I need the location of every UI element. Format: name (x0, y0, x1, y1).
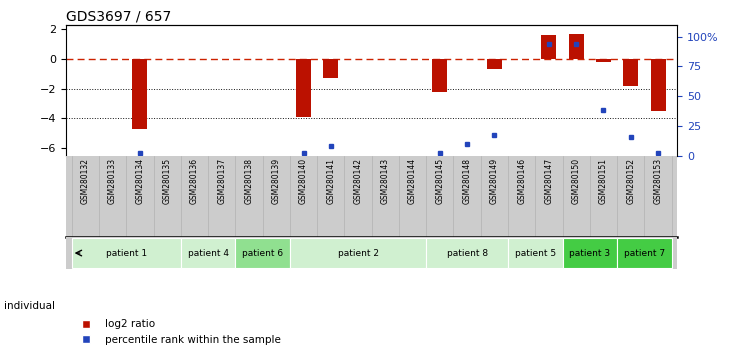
Text: GSM280138: GSM280138 (244, 158, 253, 204)
Bar (487, 59, 502, 69)
Text: GSM280150: GSM280150 (572, 158, 581, 204)
Bar (623, 59, 638, 86)
Text: patient 6: patient 6 (242, 249, 283, 258)
Text: GSM280147: GSM280147 (545, 158, 553, 204)
Text: patient 2: patient 2 (338, 249, 378, 258)
Text: GSM280143: GSM280143 (381, 158, 390, 204)
Legend: log2 ratio, percentile rank within the sample: log2 ratio, percentile rank within the s… (71, 315, 285, 349)
Text: GSM280139: GSM280139 (272, 158, 280, 204)
Bar (542, 35, 556, 59)
Text: patient 5: patient 5 (514, 249, 556, 258)
Text: patient 8: patient 8 (447, 249, 488, 258)
Bar (296, 59, 311, 117)
Text: GSM280134: GSM280134 (135, 158, 144, 204)
Text: GSM280140: GSM280140 (299, 158, 308, 204)
Bar (132, 59, 147, 129)
Text: GSM280136: GSM280136 (190, 158, 199, 204)
Bar (651, 59, 665, 111)
FancyBboxPatch shape (236, 238, 290, 268)
Text: GSM280133: GSM280133 (108, 158, 117, 204)
FancyBboxPatch shape (617, 238, 672, 268)
Text: patient 4: patient 4 (188, 249, 229, 258)
FancyBboxPatch shape (562, 238, 617, 268)
Text: GSM280153: GSM280153 (654, 158, 662, 204)
Text: GSM280144: GSM280144 (408, 158, 417, 204)
Text: GSM280135: GSM280135 (163, 158, 171, 204)
FancyBboxPatch shape (181, 238, 236, 268)
Bar (569, 34, 584, 59)
FancyBboxPatch shape (71, 238, 181, 268)
Text: GSM280137: GSM280137 (217, 158, 226, 204)
Bar (323, 59, 339, 78)
Bar (596, 59, 611, 62)
Text: patient 7: patient 7 (624, 249, 665, 258)
Text: GSM280152: GSM280152 (626, 158, 635, 204)
Text: GSM280132: GSM280132 (81, 158, 90, 204)
Text: patient 1: patient 1 (106, 249, 146, 258)
Text: patient 3: patient 3 (569, 249, 610, 258)
FancyBboxPatch shape (426, 238, 508, 268)
Text: GSM280142: GSM280142 (353, 158, 363, 204)
Text: individual: individual (4, 301, 54, 311)
FancyBboxPatch shape (290, 238, 426, 268)
Text: GSM280141: GSM280141 (326, 158, 336, 204)
Text: GSM280145: GSM280145 (436, 158, 445, 204)
Text: GSM280148: GSM280148 (463, 158, 472, 204)
FancyBboxPatch shape (508, 238, 562, 268)
Text: GSM280146: GSM280146 (517, 158, 526, 204)
Text: GDS3697 / 657: GDS3697 / 657 (66, 10, 171, 24)
Bar (432, 59, 447, 92)
Text: GSM280149: GSM280149 (490, 158, 499, 204)
Text: GSM280151: GSM280151 (599, 158, 608, 204)
